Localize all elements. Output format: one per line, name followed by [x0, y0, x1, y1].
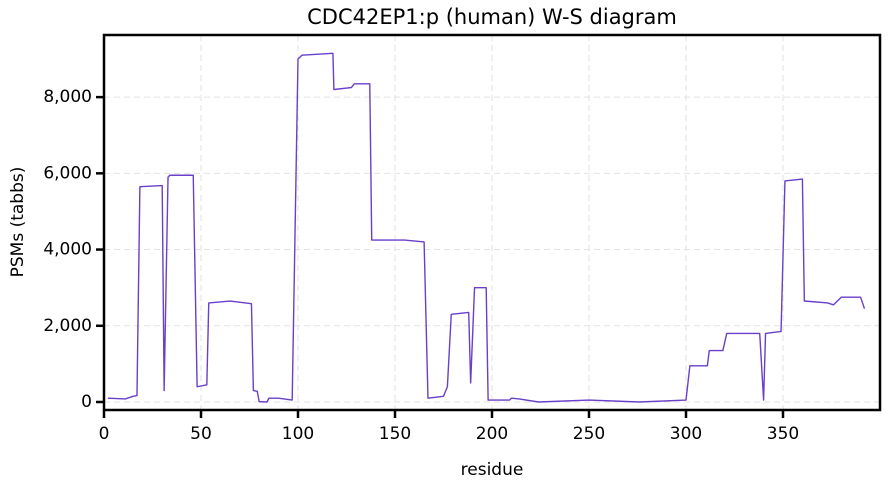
y-tick-label: 4,000	[43, 240, 92, 260]
x-tick-label: 200	[476, 424, 508, 444]
y-tick-label: 8,000	[43, 87, 92, 107]
x-tick-label: 300	[670, 424, 702, 444]
plot	[107, 52, 866, 403]
y-tick-label: 6,000	[43, 163, 92, 183]
chart-title: CDC42EP1:p (human) W-S diagram	[307, 5, 677, 29]
x-tick-label: 50	[190, 424, 212, 444]
x-axis-label: residue	[461, 460, 524, 480]
grid	[103, 35, 880, 410]
x-tick-label: 250	[573, 424, 605, 444]
x-tick-label: 100	[282, 424, 314, 444]
y-axis-label: PSMs (tabbs)	[8, 167, 28, 278]
x-tick-label: 150	[379, 424, 411, 444]
ticks: 0 50 100 150 200 250 300 350 0 2,000 4,000 6,000 8,0…	[43, 87, 799, 444]
x-tick-label: 0	[99, 424, 110, 444]
y-tick-label: 0	[81, 392, 92, 412]
data-line	[107, 52, 866, 403]
x-tick-label: 350	[767, 424, 799, 444]
y-tick-label: 2,000	[43, 316, 92, 336]
axes-frame	[102, 33, 882, 412]
